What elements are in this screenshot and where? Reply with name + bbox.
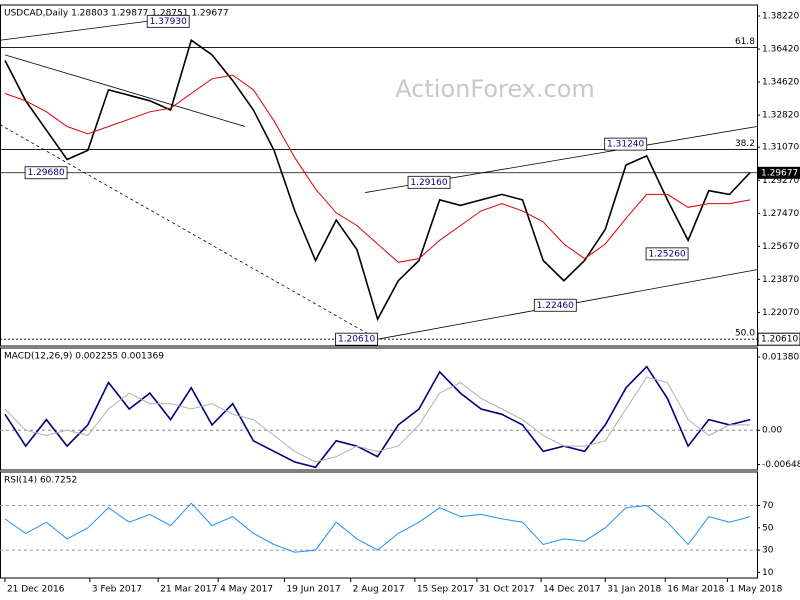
y-tick-label: 50 (762, 523, 774, 533)
annotation-label: 1.29160 (410, 178, 447, 188)
trend-line (0, 124, 378, 340)
annotation-label: 1.22460 (537, 301, 574, 311)
series-line (4, 74, 751, 263)
annotation-label: 1.31240 (607, 140, 644, 150)
annotation-box (407, 175, 451, 189)
x-tick-label: 31 Jan 2018 (607, 585, 661, 595)
last-price-box (758, 166, 800, 179)
panel-frame (0, 4, 758, 347)
panel-title: USDCAD,Daily 1.28803 1.29877 1.28751 1.2… (4, 9, 229, 19)
y-tick-label: 1.31070 (762, 143, 799, 153)
x-tick-label: 3 Feb 2017 (92, 585, 142, 595)
level-label: 61.8 (735, 37, 755, 47)
series-line (4, 365, 751, 469)
y-tick-label: 30 (762, 546, 774, 556)
annotation-box (335, 332, 378, 346)
annotation-box (146, 14, 190, 28)
series-line (4, 376, 751, 463)
x-tick-label: 1 May 2018 (729, 585, 782, 595)
y-tick-label: 0.013802 (762, 353, 800, 363)
panel-title: RSI(14) 60.7252 (4, 476, 77, 486)
y-tick-label: 1.32820 (762, 111, 799, 121)
annotation-label: 1.37930 (150, 17, 187, 27)
x-tick-label: 16 Mar 2018 (667, 585, 724, 595)
x-tick-label: 21 Mar 2017 (160, 585, 217, 595)
y-tick-label: 1.29270 (762, 176, 799, 186)
panel-title: MACD(12,26,9) 0.002255 0.001369 (4, 352, 164, 362)
annotation-box (645, 247, 689, 261)
y-tick-label: 1.22070 (762, 308, 799, 318)
series-line (4, 502, 751, 553)
annotation-box (24, 166, 68, 180)
watermark: ActionForex.com (395, 75, 595, 103)
series-line (4, 38, 751, 322)
annotation-label: 1.25260 (648, 249, 685, 259)
trend-line (4, 54, 246, 127)
annotation-label: 1.20610 (338, 335, 375, 345)
y-tick-label: 1.23870 (762, 275, 799, 285)
price-box (757, 332, 800, 346)
last-price-label: 1.29677 (761, 168, 798, 178)
level-label: 38.2 (735, 139, 755, 149)
panel-frame (0, 471, 758, 579)
x-tick-label: 14 Dec 2017 (543, 585, 601, 595)
price-box-label: 1.20610 (761, 335, 798, 345)
y-tick-label: 70 (762, 501, 774, 511)
x-tick-label: 31 Oct 2017 (479, 585, 535, 595)
annotation-label: 1.29680 (27, 168, 64, 178)
y-tick-label: 1.38220 (762, 12, 799, 22)
level-label: 50.0 (735, 329, 755, 339)
annotation-box (533, 298, 577, 312)
x-tick-label: 19 Jun 2017 (286, 585, 340, 595)
y-tick-label: 1.34620 (762, 78, 799, 88)
y-tick-label: 1.27470 (762, 209, 799, 219)
y-tick-label: 1.25670 (762, 242, 799, 252)
annotation-box (604, 137, 648, 151)
x-tick-label: 4 May 2017 (220, 585, 273, 595)
panel-frame (0, 347, 758, 471)
y-tick-label: -0.00648 (762, 460, 800, 470)
y-tick-label: 0.00 (762, 426, 782, 436)
x-tick-label: 2 Aug 2017 (353, 585, 405, 595)
y-tick-label: 1.36420 (762, 45, 799, 55)
x-tick-label: 15 Sep 2017 (417, 585, 474, 595)
y-tick-label: 10 (762, 568, 774, 578)
x-tick-label: 21 Dec 2016 (7, 585, 65, 595)
